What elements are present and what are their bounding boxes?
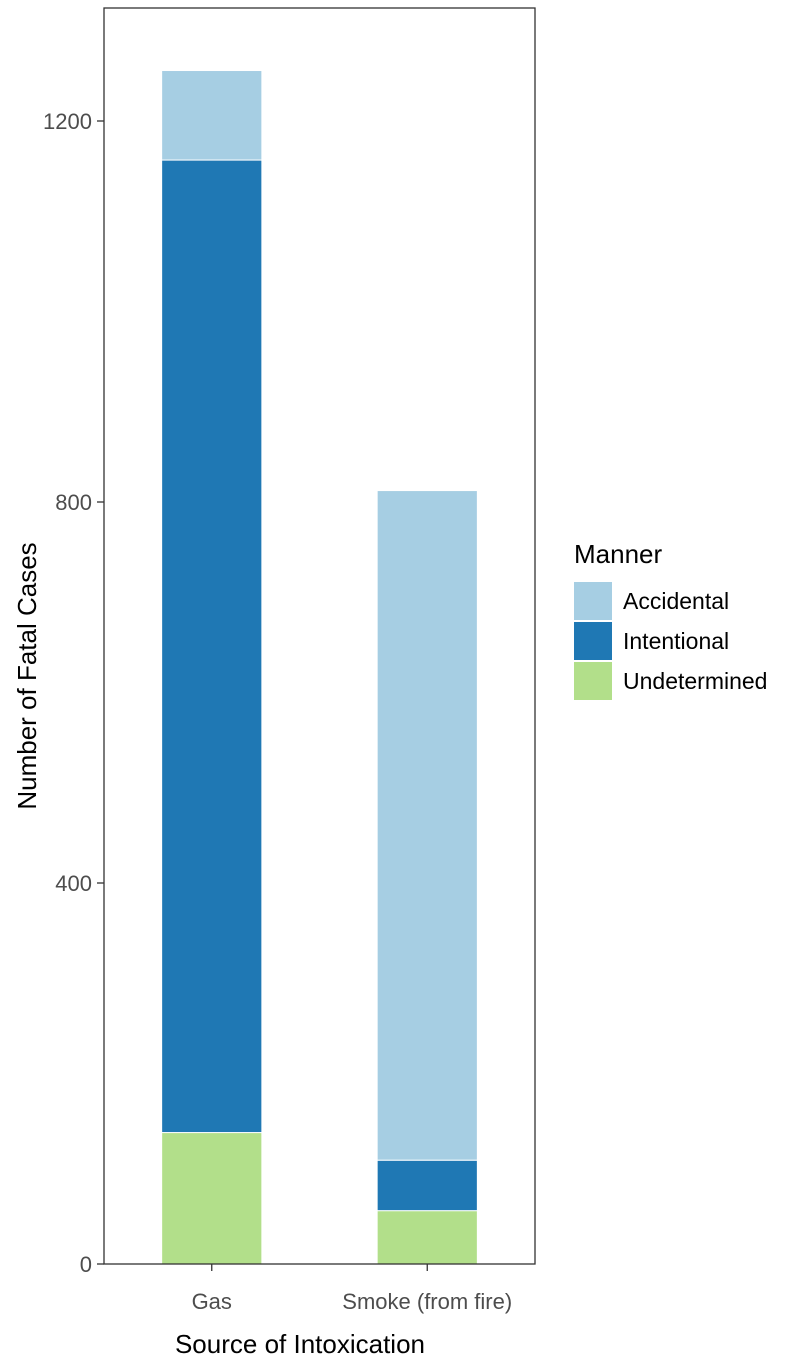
legend: Manner Accidental Intentional Undetermined (574, 539, 767, 700)
legend-swatch-accidental (574, 582, 612, 620)
plot-panel-border (103, 7, 536, 1265)
bar-accidental-1 (161, 70, 263, 161)
legend-swatch-undetermined (574, 662, 612, 700)
legend-label-undetermined: Undetermined (623, 668, 767, 694)
bar-accidental-2 (376, 490, 478, 1161)
bar-undetermined-2 (376, 1210, 478, 1265)
y-tick-label: 1200 (43, 109, 92, 134)
x-tick-label: Gas (192, 1289, 232, 1314)
y-tick-label: 0 (80, 1252, 92, 1277)
bars-layer (161, 70, 478, 1265)
legend-swatch-intentional (574, 622, 612, 660)
x-axis-title: Source of Intoxication (175, 1329, 425, 1359)
bar-intentional-1 (161, 159, 263, 1134)
x-axis: Gas Smoke (from fire) (192, 1264, 512, 1314)
y-tick-label: 800 (55, 490, 92, 515)
bar-intentional-2 (376, 1159, 478, 1212)
y-axis: 0 400 800 1200 (43, 109, 104, 1277)
y-tick-label: 400 (55, 871, 92, 896)
legend-label-intentional: Intentional (623, 628, 729, 654)
legend-title: Manner (574, 539, 662, 569)
x-tick-label: Smoke (from fire) (342, 1289, 512, 1314)
legend-label-accidental: Accidental (623, 588, 729, 614)
y-axis-title: Number of Fatal Cases (12, 542, 42, 809)
bar-undetermined-1 (161, 1132, 263, 1265)
